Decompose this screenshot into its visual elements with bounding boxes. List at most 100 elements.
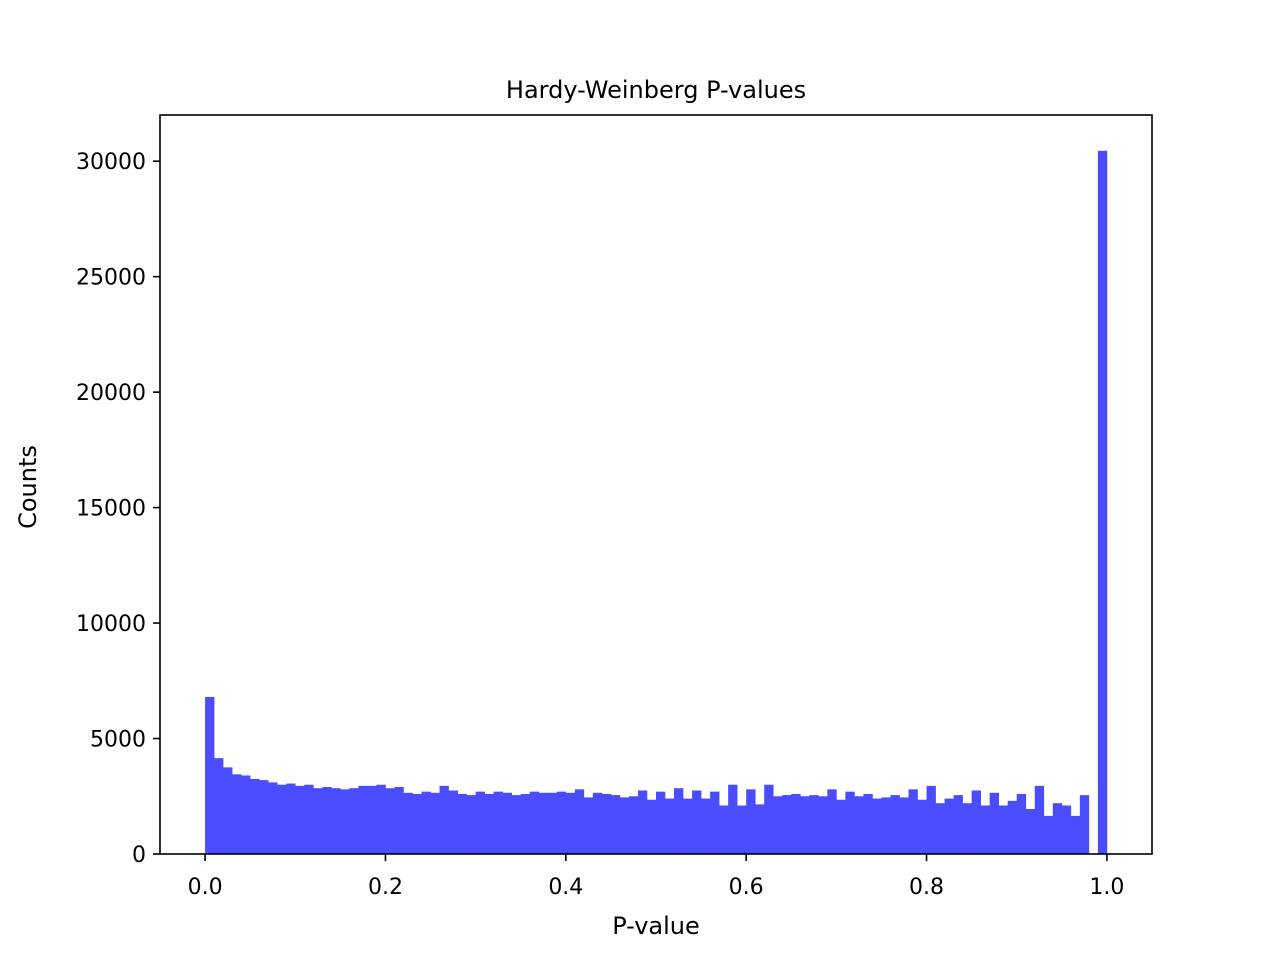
- histogram-bar: [214, 758, 224, 854]
- histogram-bar: [610, 795, 621, 854]
- histogram-bar: [971, 790, 981, 854]
- x-tick-label: 0.8: [909, 875, 944, 900]
- histogram-bar: [466, 795, 476, 854]
- histogram-bar: [322, 787, 332, 854]
- histogram-bar: [809, 795, 819, 854]
- histogram-bar: [637, 790, 648, 854]
- plot-area-frame: [159, 114, 1153, 855]
- histogram-bar: [1043, 815, 1054, 854]
- histogram-bar: [394, 787, 404, 854]
- histogram-bar: [917, 799, 927, 854]
- x-axis: 0.0 0.2 0.4 0.6 0.8 1.0: [188, 854, 1124, 900]
- histogram-bar: [412, 793, 422, 854]
- histogram-bar: [385, 788, 395, 854]
- y-tick-label: 20000: [76, 381, 146, 406]
- histogram-bar: [746, 789, 756, 854]
- x-tick-label: 0.0: [188, 875, 223, 900]
- histogram-bar: [926, 785, 936, 854]
- bars-group: [205, 150, 1108, 855]
- x-tick-label: 0.4: [548, 875, 583, 900]
- histogram-bar: [340, 789, 350, 854]
- histogram-bar: [619, 797, 630, 854]
- histogram-bar: [908, 789, 918, 854]
- y-tick-label: 0: [132, 843, 146, 868]
- histogram-bar: [259, 780, 269, 854]
- histogram-bar: [872, 798, 882, 854]
- histogram-bar: [845, 791, 855, 854]
- histogram-bar: [800, 796, 810, 854]
- histogram-bar: [1061, 805, 1072, 854]
- histogram-bar: [755, 804, 765, 854]
- histogram-bar: [457, 793, 467, 854]
- histogram-bar: [656, 791, 666, 854]
- histogram-bar: [1007, 800, 1018, 854]
- histogram-bar: [773, 796, 783, 854]
- histogram-bar: [836, 799, 846, 854]
- histogram-bar: [583, 797, 594, 854]
- histogram-bar: [683, 798, 693, 854]
- histogram-bar: [728, 784, 738, 854]
- y-tick-label: 5000: [90, 728, 146, 753]
- histogram-bar: [646, 799, 657, 854]
- histogram-bar: [547, 792, 558, 854]
- x-tick-label: 0.2: [368, 875, 403, 900]
- histogram-bar: [890, 795, 900, 854]
- y-axis-label: Counts: [14, 445, 42, 529]
- histogram-bar: [827, 789, 837, 854]
- histogram-bar: [818, 796, 828, 854]
- histogram-bar: [998, 805, 1009, 854]
- histogram-bar: [205, 696, 215, 854]
- histogram-bar: [313, 788, 323, 854]
- histogram-bar: [863, 793, 873, 854]
- histogram-bar: [944, 798, 954, 854]
- histogram-bar: [529, 791, 540, 854]
- histogram-bar: [565, 792, 576, 854]
- histogram-bar: [692, 790, 702, 854]
- histogram-bar: [737, 805, 747, 854]
- histogram-bar: [304, 784, 314, 854]
- histogram-bar: [286, 783, 296, 854]
- histogram-bar: [1016, 793, 1027, 854]
- histogram-bar: [502, 792, 513, 854]
- histogram-bar: [331, 788, 341, 854]
- y-tick-label: 30000: [76, 150, 146, 175]
- histogram-bar: [439, 785, 449, 854]
- histogram-bar: [232, 774, 242, 854]
- histogram-bar: [764, 784, 774, 854]
- histogram-bar: [277, 784, 287, 854]
- histogram-bar: [962, 803, 972, 854]
- histogram-bar: [556, 791, 567, 854]
- y-axis: 0 5000 10000 15000 20000 25000 30000: [76, 150, 160, 868]
- histogram-bar: [421, 791, 431, 854]
- histogram-bar: [241, 775, 251, 854]
- histogram-bar: [367, 785, 377, 854]
- histogram-bar: [430, 792, 440, 854]
- histogram-bar: [791, 793, 801, 854]
- histogram-bar: [403, 792, 413, 854]
- histogram-bar: [493, 791, 503, 854]
- histogram-bar: [953, 795, 963, 854]
- y-tick-label: 15000: [76, 497, 146, 522]
- histogram-bar: [1034, 785, 1045, 854]
- histogram-bar: [349, 788, 359, 854]
- histogram-bar: [1070, 815, 1081, 854]
- histogram-bar: [448, 790, 458, 854]
- histogram-bar: [899, 797, 909, 854]
- histogram-bar: [574, 789, 585, 854]
- histogram-bar: [782, 795, 792, 854]
- histogram-bar: [511, 795, 522, 854]
- histogram-bar: [223, 767, 233, 854]
- histogram-bar: [475, 791, 485, 854]
- histogram-bar: [628, 796, 639, 854]
- histogram-bar: [358, 785, 368, 854]
- chart-title: Hardy-Weinberg P-values: [506, 76, 806, 104]
- histogram-bar: [520, 793, 531, 854]
- x-axis-label: P-value: [612, 912, 700, 940]
- histogram-bar: [1052, 803, 1063, 854]
- histogram-bar: [701, 798, 711, 854]
- x-tick-label: 0.6: [729, 875, 764, 900]
- histogram-bar: [295, 785, 305, 854]
- y-tick-label: 25000: [76, 266, 146, 291]
